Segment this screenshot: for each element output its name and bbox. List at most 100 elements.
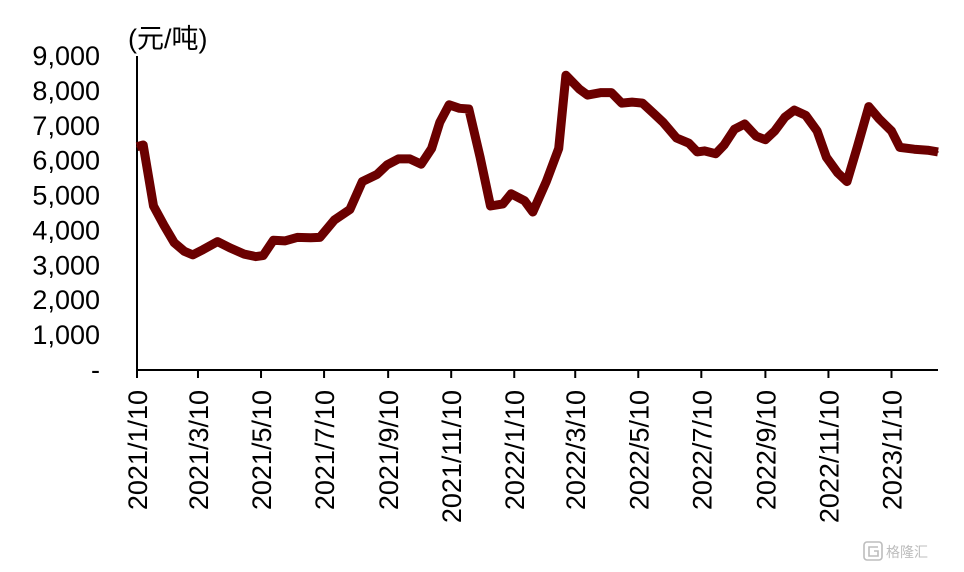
data-point — [202, 248, 204, 251]
data-point — [715, 152, 717, 155]
y-tick-label: 3,000 — [32, 250, 100, 280]
data-point — [192, 254, 194, 256]
data-point — [448, 104, 450, 106]
data-point — [309, 237, 312, 239]
data-point — [386, 164, 388, 166]
data-point — [296, 236, 299, 239]
data-point — [163, 224, 165, 226]
x-tick-label: 2022/7/10 — [687, 390, 717, 510]
data-point — [468, 108, 470, 110]
x-tick-label: 2022/5/10 — [624, 390, 654, 510]
data-point — [890, 130, 893, 132]
data-point — [696, 151, 698, 153]
data-point — [361, 180, 364, 183]
x-tick-label: 2021/1/10 — [123, 390, 153, 510]
data-point — [764, 138, 767, 141]
data-point — [420, 163, 423, 165]
y-tick-label: 2,000 — [32, 285, 100, 315]
data-point — [816, 130, 818, 132]
data-point — [409, 158, 411, 160]
data-point — [937, 151, 939, 153]
data-point — [578, 88, 581, 90]
y-tick-label: 8,000 — [32, 76, 100, 106]
y-tick-label: 6,000 — [32, 146, 100, 176]
y-tick-label: 7,000 — [32, 111, 100, 141]
x-tick-label: 2021/3/10 — [184, 390, 214, 510]
data-point — [565, 74, 567, 76]
data-point — [703, 150, 706, 152]
data-point — [523, 200, 526, 202]
x-tick-label: 2022/1/10 — [500, 390, 530, 510]
x-tick-label: 2021/5/10 — [247, 390, 277, 510]
data-point — [183, 250, 186, 253]
x-tick-label: 2022/3/10 — [561, 390, 591, 510]
data-point — [755, 135, 757, 137]
x-tick-label: 2021/9/10 — [374, 390, 404, 510]
data-point — [430, 147, 433, 150]
data-point — [743, 123, 746, 125]
series-layer — [135, 70, 939, 262]
x-axis: 2021/1/10 2021/3/10 2021/5/10 2021/7/10 2021… — [123, 369, 938, 523]
data-point — [349, 208, 351, 211]
watermark-text: 格隆汇 — [886, 545, 928, 561]
data-point — [804, 114, 807, 117]
data-point — [545, 180, 548, 183]
data-point — [152, 205, 155, 207]
data-point — [173, 241, 175, 244]
data-point — [641, 102, 644, 104]
data-point — [229, 247, 231, 249]
data-point — [255, 255, 257, 258]
data-point — [610, 91, 613, 94]
data-point — [926, 149, 929, 151]
data-point — [243, 253, 246, 255]
data-point — [458, 107, 461, 110]
data-point — [825, 156, 828, 158]
series-line — [135, 70, 939, 262]
data-point — [688, 142, 690, 144]
data-point — [502, 203, 504, 205]
x-tick-label: 2021/11/10 — [437, 390, 467, 523]
data-point — [856, 145, 859, 148]
data-point — [142, 144, 144, 146]
y-axis: - 1,000 2,000 3,000 4,000 5,000 6,000 7,000 8,00… — [32, 41, 138, 385]
data-point — [586, 94, 589, 96]
x-tick-label: 2021/7/10 — [310, 390, 340, 510]
data-point — [662, 121, 664, 124]
data-point — [913, 148, 915, 150]
data-point — [784, 116, 786, 118]
data-point — [376, 173, 378, 176]
data-point — [653, 112, 655, 115]
y-tick-label: 9,000 — [32, 41, 100, 71]
x-tick-label: 2023/1/10 — [877, 390, 907, 510]
data-point — [733, 128, 736, 131]
x-tick-label: 2022/9/10 — [751, 390, 781, 510]
data-point — [510, 193, 512, 195]
data-point — [272, 239, 275, 241]
data-point — [532, 211, 534, 213]
data-point — [773, 130, 776, 132]
data-point — [899, 146, 901, 149]
g-logo-icon — [863, 541, 883, 561]
data-point — [868, 105, 870, 108]
data-point — [216, 240, 219, 243]
data-point — [479, 156, 481, 158]
data-point — [557, 147, 560, 150]
data-point — [333, 219, 336, 221]
y-tick-label: - — [91, 355, 100, 385]
x-tick-label: 2022/11/10 — [814, 390, 844, 523]
data-point — [723, 144, 725, 146]
data-point — [846, 180, 848, 183]
data-point — [675, 137, 678, 139]
data-point — [489, 205, 492, 207]
data-point — [136, 145, 138, 148]
data-point — [284, 240, 286, 242]
y-tick-label: 4,000 — [32, 215, 100, 245]
y-axis-unit-label: (元/吨) — [128, 24, 207, 54]
data-point — [262, 254, 264, 257]
data-point — [878, 118, 880, 120]
data-point — [319, 236, 321, 239]
y-tick-label: 5,000 — [32, 181, 100, 211]
data-point — [397, 158, 400, 160]
data-point — [600, 91, 602, 94]
